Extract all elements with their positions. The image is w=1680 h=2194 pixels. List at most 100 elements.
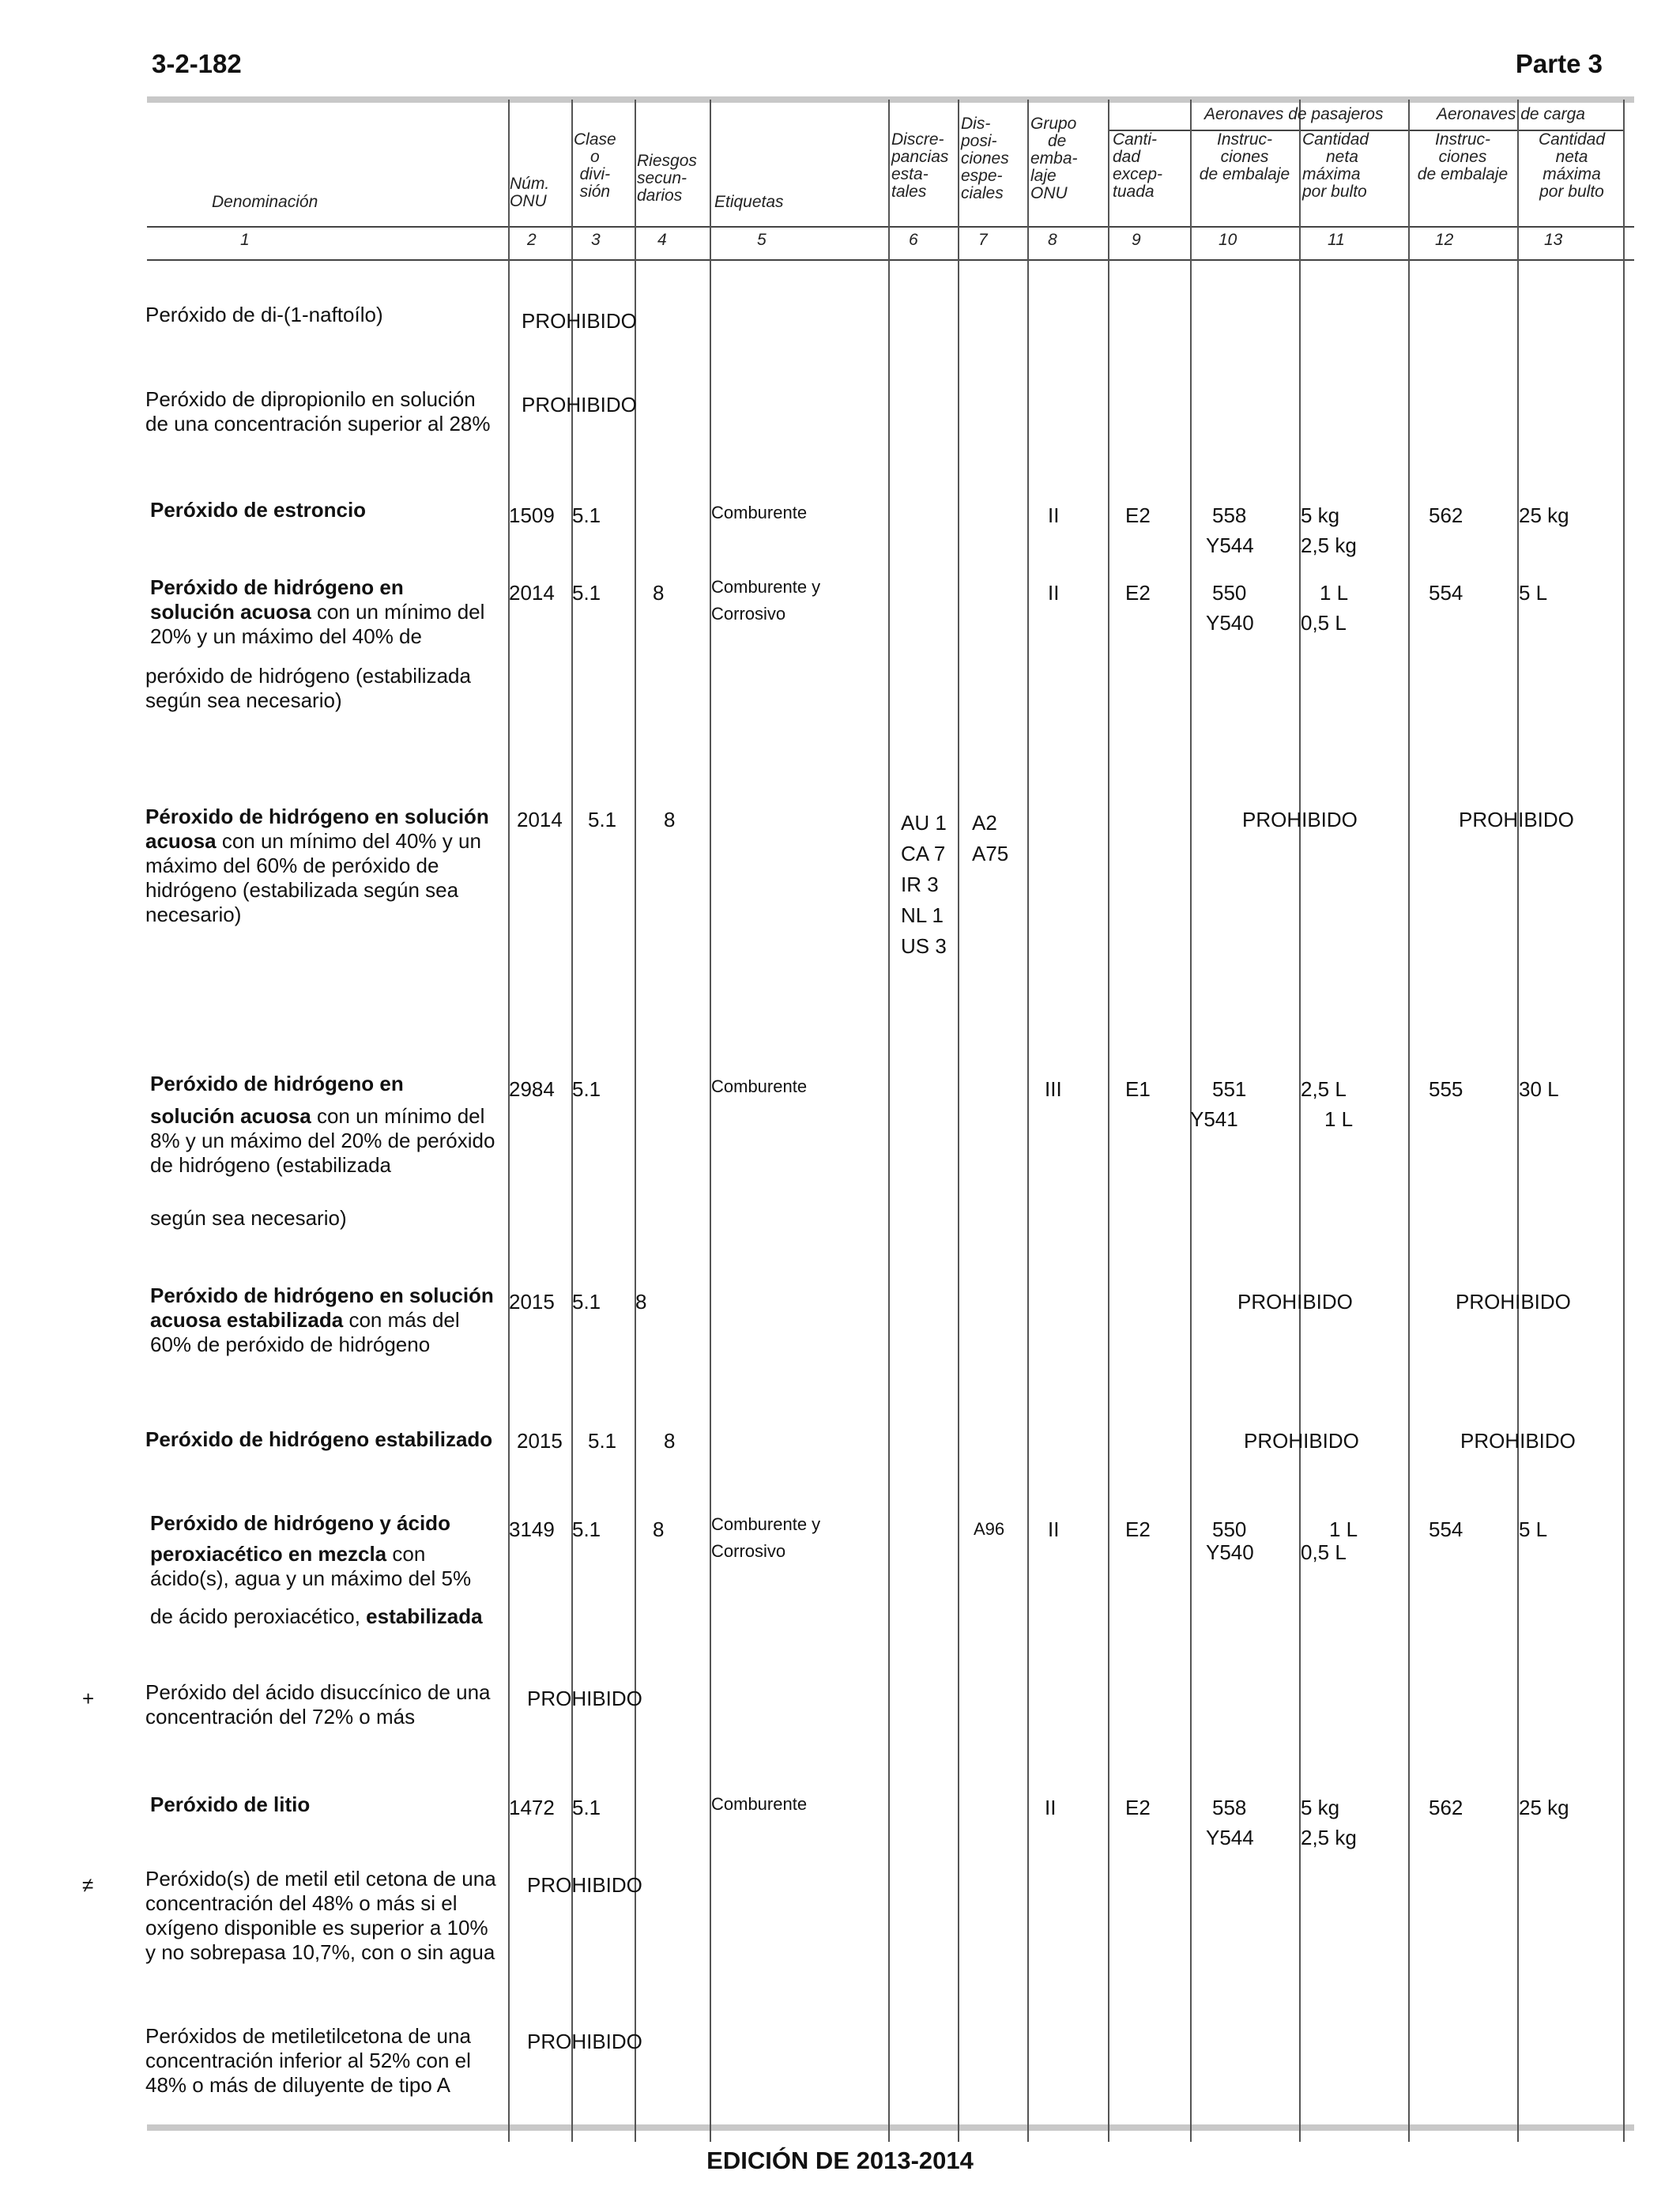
un-number: 1509 xyxy=(509,503,555,527)
header-cantidad-pax: Cantidad neta máxima por bulto xyxy=(1302,130,1369,201)
packing-group: II xyxy=(1048,503,1060,527)
excepted-qty: E2 xyxy=(1125,581,1151,605)
un-number: 2984 xyxy=(509,1077,555,1101)
header-riesgos: Riesgos secun-darios xyxy=(637,152,697,205)
qty-cargo: 30 L xyxy=(1519,1077,1559,1101)
subsidiary-risk: 8 xyxy=(664,1429,676,1453)
label-cell: Comburente xyxy=(711,1794,808,1814)
table-row-name: Peróxido de estroncio xyxy=(150,498,367,522)
qty-pax: 1 L 0,5 L xyxy=(1301,581,1349,635)
subsidiary-risk: 8 xyxy=(635,1290,647,1314)
col-divider xyxy=(1190,100,1192,2142)
class-cell: 5.1 xyxy=(572,503,601,527)
col-divider xyxy=(958,100,959,2142)
un-number: 2015 xyxy=(517,1429,563,1453)
class-cell: 5.1 xyxy=(572,581,601,605)
excepted-qty: E2 xyxy=(1125,1796,1151,1819)
prohibido-pax: PROHIBIDO xyxy=(1237,1290,1353,1314)
prohibido-cargo: PROHIBIDO xyxy=(1459,808,1574,831)
prohibido-pax: PROHIBIDO xyxy=(1242,808,1358,831)
top-rule xyxy=(147,96,1634,103)
pi-cargo: 555 xyxy=(1429,1077,1463,1101)
prohibido-cell: PROHIBIDO xyxy=(522,393,637,417)
header-disposiciones: Dis-posi-ciones espe-ciales xyxy=(961,115,1009,202)
qty-cargo: 25 kg xyxy=(1519,503,1569,527)
prohibido-pax: PROHIBIDO xyxy=(1244,1429,1359,1453)
col-divider xyxy=(1517,100,1519,2142)
cargo-aircraft-header: Aeronaves de carga xyxy=(1437,105,1585,123)
pi-pax: 558 Y544 xyxy=(1206,1796,1254,1849)
col-number: 11 xyxy=(1328,231,1345,249)
pi-pax: 550 Y540 xyxy=(1206,1517,1254,1564)
col-divider xyxy=(1108,100,1109,2142)
col-number: 9 xyxy=(1132,231,1141,249)
table-row-name: Peróxido de hidrógeno estabilizado xyxy=(145,1427,493,1451)
excepted-qty: E2 xyxy=(1125,1517,1151,1541)
col-number: 1 xyxy=(240,231,250,249)
label-cell: Comburente y Corrosivo xyxy=(711,1514,821,1561)
subsidiary-risk: 8 xyxy=(653,581,665,605)
class-cell: 5.1 xyxy=(588,1429,617,1453)
prohibido-cell: PROHIBIDO xyxy=(527,1873,642,1897)
prohibido-cargo: PROHIBIDO xyxy=(1456,1290,1571,1314)
table-row-name: Peróxidos de metiletilcetona de una conc… xyxy=(145,2024,471,2097)
col-number: 13 xyxy=(1544,231,1563,249)
table-row-name-cont: peróxido de hidrógeno (estabilizada segú… xyxy=(145,664,471,712)
col-divider xyxy=(571,100,573,2142)
pi-pax: 551 Y541 xyxy=(1190,1077,1247,1131)
table-row-name-cont: según sea necesario) xyxy=(150,1206,347,1230)
un-number: 1472 xyxy=(509,1796,555,1819)
table-row-name: Peróxido de dipropionilo en solución de … xyxy=(145,387,491,435)
class-cell: 5.1 xyxy=(572,1517,601,1541)
column-number-rule-top xyxy=(147,226,1634,228)
table-row-name: Peróxido de hidrógeno en solución acuosa … xyxy=(150,575,485,648)
table-row-name-cont: de ácido peroxiacético, estabilizada xyxy=(150,1604,483,1628)
pi-pax: 558 Y544 xyxy=(1206,503,1254,557)
table-row-name: Péroxido de hidrógeno en solución acuosa… xyxy=(145,805,489,926)
col-divider xyxy=(710,100,711,2142)
special-provisions: A2 A75 xyxy=(972,811,1009,865)
col-number: 10 xyxy=(1219,231,1237,249)
qty-cargo: 5 L xyxy=(1519,581,1548,605)
prohibido-cell: PROHIBIDO xyxy=(527,1687,642,1710)
header-num-onu: Núm. ONU xyxy=(510,175,550,210)
col-number: 3 xyxy=(591,231,601,249)
prohibido-cell: PROHIBIDO xyxy=(522,309,637,333)
packing-group: II xyxy=(1045,1796,1057,1819)
table-row-name: Peróxido de hidrógeno en solución acuosa … xyxy=(150,1072,495,1177)
un-number: 2014 xyxy=(517,808,563,831)
col-divider xyxy=(1623,100,1625,2142)
header-instrucciones-cargo: Instruc-ciones de embalaje xyxy=(1417,130,1509,183)
prohibido-cargo: PROHIBIDO xyxy=(1460,1429,1576,1453)
pi-cargo: 554 xyxy=(1429,1517,1463,1541)
pi-cargo: 562 xyxy=(1429,1796,1463,1819)
col-number: 7 xyxy=(978,231,988,249)
header-discrepancias: Discre-pancias esta-tales xyxy=(891,130,949,201)
state-variations: AU 1 CA 7 IR 3 NL 1 US 3 xyxy=(901,811,947,958)
header-instrucciones-pax: Instruc-ciones de embalaje xyxy=(1199,130,1290,183)
col-number: 6 xyxy=(909,231,918,249)
col-number: 12 xyxy=(1435,231,1454,249)
class-cell: 5.1 xyxy=(572,1290,601,1314)
qty-pax: 1 L 0,5 L xyxy=(1301,1517,1358,1564)
col-number: 2 xyxy=(527,231,537,249)
col-divider xyxy=(1027,100,1029,2142)
special-provisions: A96 xyxy=(974,1519,1005,1539)
amendment-mark: + xyxy=(82,1687,95,1710)
label-cell: Comburente xyxy=(711,1076,808,1096)
qty-cargo: 5 L xyxy=(1519,1517,1548,1541)
table-row-name: Peróxido del ácido disuccínico de una co… xyxy=(145,1680,491,1728)
col-number: 4 xyxy=(657,231,667,249)
bottom-rule xyxy=(147,2124,1634,2131)
excepted-qty: E1 xyxy=(1125,1077,1151,1101)
pi-cargo: 562 xyxy=(1429,503,1463,527)
header-grupo-embalaje: Grupo de emba-laje ONU xyxy=(1030,115,1078,202)
subsidiary-risk: 8 xyxy=(653,1517,665,1541)
un-number: 2015 xyxy=(509,1290,555,1314)
pi-pax: 550 Y540 xyxy=(1206,581,1254,635)
header-cantidad-cargo: Cantidad neta máxima por bulto xyxy=(1538,130,1606,201)
col-divider xyxy=(1408,100,1410,2142)
subsidiary-risk: 8 xyxy=(664,808,676,831)
table-row-name: Peróxido de di-(1-naftoílo) xyxy=(145,303,383,326)
